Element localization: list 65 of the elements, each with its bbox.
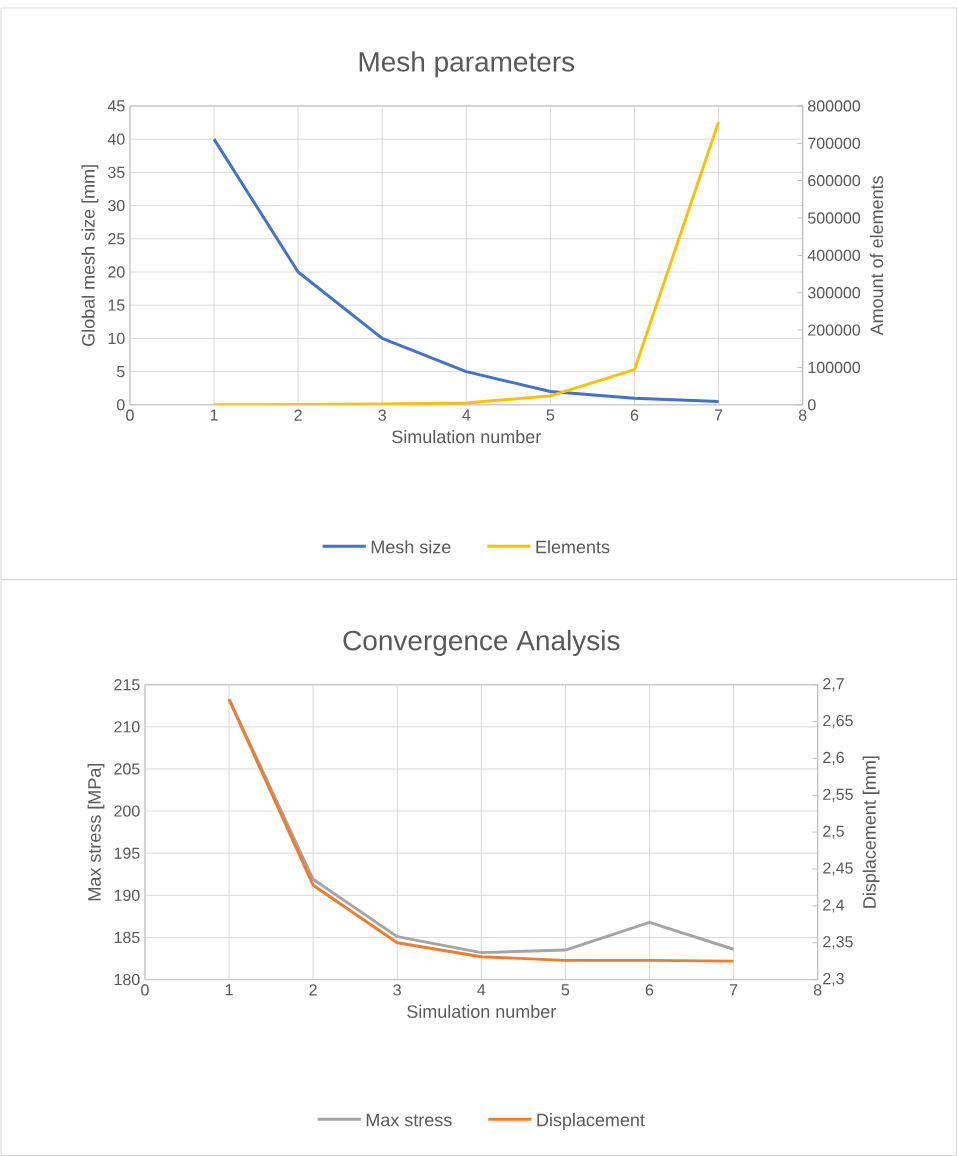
legend-label: Max stress <box>367 1113 452 1127</box>
legend-label: Elements <box>536 540 610 554</box>
x-tick-label: 4 <box>477 984 486 996</box>
y2-tick-label: 2,5 <box>823 825 845 839</box>
x-tick-label: 5 <box>546 409 555 421</box>
y-tick-label: 20 <box>108 266 125 278</box>
x-tick-label: 8 <box>799 409 807 421</box>
x-tick-label: 4 <box>462 409 471 421</box>
legend-label: Mesh size <box>372 540 451 554</box>
chart-title: Mesh parameters <box>359 51 575 78</box>
y2-tick-label: 800000 <box>808 100 861 112</box>
y2-axis-title: Displacement [mm] <box>862 756 880 908</box>
x-tick-label: 1 <box>211 409 218 421</box>
x-tick-label: 5 <box>561 984 570 996</box>
x-tick-label: 3 <box>393 984 402 996</box>
y-tick-label: 200 <box>114 805 140 817</box>
y-tick-label: 0 <box>117 399 125 411</box>
y2-tick-label: 700000 <box>808 137 861 149</box>
y-tick-label: 15 <box>108 299 125 311</box>
y2-tick-label: 2,45 <box>823 862 854 876</box>
y-tick-label: 5 <box>117 366 125 378</box>
y-tick-label: 185 <box>114 931 140 944</box>
y2-tick-label: 400000 <box>807 249 861 262</box>
y2-tick-label: 100000 <box>808 361 861 374</box>
y-axis-title: Max stress [MPa] <box>87 763 105 901</box>
x-tick-label: 0 <box>141 984 149 996</box>
x-tick-label: 2 <box>309 984 317 996</box>
y-tick-label: 10 <box>108 332 125 345</box>
y-tick-label: 180 <box>114 973 140 986</box>
chart-title: Convergence Analysis <box>343 629 620 656</box>
x-tick-label: 2 <box>294 409 302 421</box>
y-tick-label: 190 <box>114 889 140 901</box>
y2-tick-label: 200000 <box>808 324 861 336</box>
y2-axis-title: Amount of elements <box>870 176 884 336</box>
y2-tick-label: 0 <box>808 399 816 411</box>
y-tick-label: 30 <box>108 199 125 212</box>
y2-tick-label: 2,6 <box>823 751 845 766</box>
x-tick-label: 1 <box>226 984 233 996</box>
y2-tick-label: 2,3 <box>823 972 845 987</box>
y2-tick-label: 600000 <box>808 175 861 187</box>
x-tick-label: 7 <box>715 409 723 421</box>
y2-tick-label: 500000 <box>808 212 861 224</box>
y2-tick-label: 2,55 <box>823 788 854 802</box>
x-axis-title: Simulation number <box>392 429 542 444</box>
x-axis-title: Simulation number <box>407 1004 557 1018</box>
y2-tick-label: 2,65 <box>823 714 854 729</box>
y2-tick-label: 300000 <box>808 287 861 299</box>
y-tick-label: 205 <box>114 763 140 775</box>
y-tick-label: 195 <box>114 847 140 859</box>
x-tick-label: 6 <box>646 984 654 996</box>
y-tick-label: 215 <box>114 679 140 691</box>
y-tick-label: 40 <box>108 133 125 145</box>
y2-tick-label: 2,4 <box>823 899 845 913</box>
y-tick-label: 45 <box>108 100 125 112</box>
y-tick-label: 35 <box>108 166 125 179</box>
legend-label: Displacement <box>537 1113 645 1130</box>
y-axis-title: Global mesh size [mm] <box>81 165 99 346</box>
y-tick-label: 25 <box>108 233 125 245</box>
y-tick-label: 210 <box>114 721 140 733</box>
y2-tick-label: 2,35 <box>823 936 854 950</box>
y2-tick-label: 2,7 <box>823 678 844 692</box>
x-tick-label: 7 <box>730 984 738 996</box>
x-tick-label: 8 <box>814 984 822 996</box>
x-tick-label: 3 <box>378 409 387 421</box>
x-tick-label: 6 <box>631 409 639 421</box>
